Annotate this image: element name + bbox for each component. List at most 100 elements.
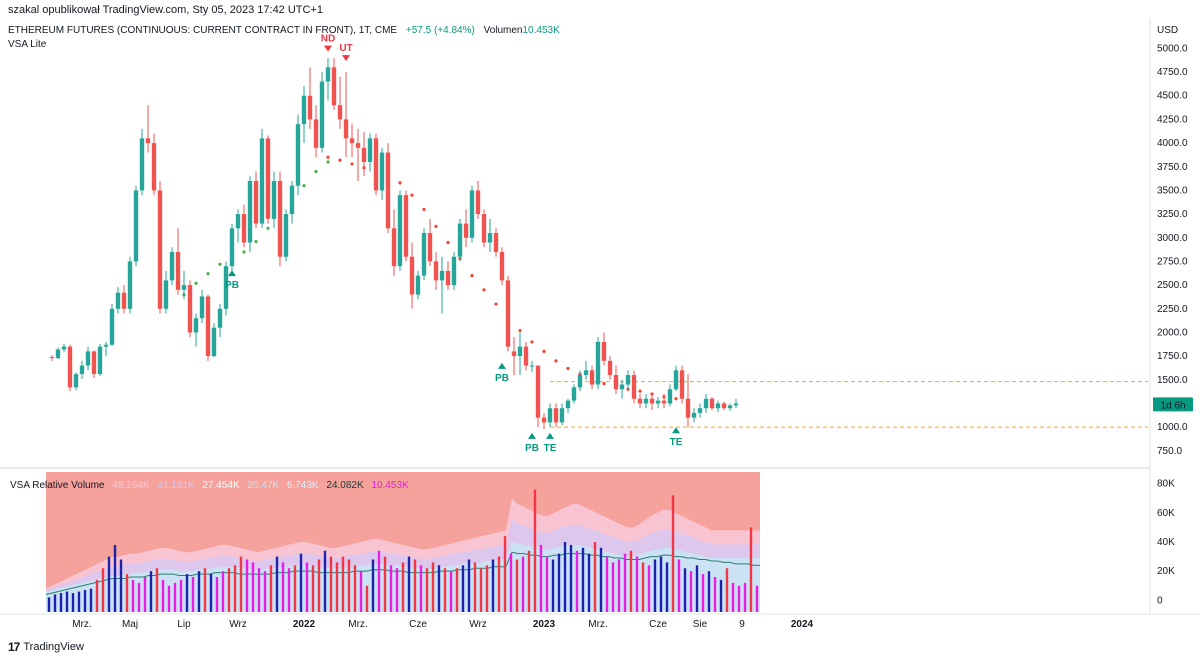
candle-body bbox=[49, 357, 55, 359]
volume-bar bbox=[113, 544, 117, 612]
candle-body bbox=[109, 308, 115, 345]
candle-body bbox=[241, 214, 247, 243]
volume-bar bbox=[377, 550, 381, 612]
volume-bar bbox=[641, 562, 645, 612]
volume-axis-tick: 40K bbox=[1157, 537, 1175, 548]
candle-body bbox=[439, 270, 445, 281]
volume-bar bbox=[359, 571, 363, 612]
signal-down-arrow-icon bbox=[342, 55, 350, 62]
candle-body bbox=[649, 398, 655, 404]
price-axis-tick: 4250.0 bbox=[1157, 114, 1188, 125]
price-axis-tick: 2500.0 bbox=[1157, 280, 1188, 291]
volume-bar bbox=[143, 577, 147, 612]
candle-body bbox=[97, 346, 103, 375]
volume-bar bbox=[419, 565, 423, 612]
candle-body bbox=[541, 417, 547, 423]
candle-body bbox=[445, 270, 451, 286]
time-axis-tick: 9 bbox=[739, 619, 745, 630]
vsa-value-3: 27.454K bbox=[202, 480, 240, 491]
volume-bar bbox=[263, 571, 267, 612]
volume-bar bbox=[191, 577, 195, 612]
volume-bar bbox=[731, 582, 735, 612]
vsa-value-1: 48.164K bbox=[112, 480, 150, 491]
vsa-value-2: 41.181K bbox=[157, 480, 195, 491]
candle-body bbox=[613, 375, 619, 390]
candle-body bbox=[721, 403, 727, 409]
volume-bar bbox=[233, 565, 237, 612]
candle-body bbox=[217, 308, 223, 328]
candle-body bbox=[391, 228, 397, 267]
indicator-label[interactable]: VSA Lite bbox=[8, 39, 47, 50]
candle-body bbox=[691, 412, 697, 418]
candle-body bbox=[625, 375, 631, 385]
candle-body bbox=[61, 346, 67, 350]
trail-dot-red bbox=[482, 288, 486, 292]
price-change: +57.5 (+4.84%) bbox=[405, 25, 475, 36]
volume-bar bbox=[203, 568, 207, 612]
candle-body bbox=[679, 370, 685, 399]
candle-body bbox=[379, 152, 385, 191]
volume-bar bbox=[743, 582, 747, 612]
volume-bar bbox=[251, 562, 255, 612]
candle-body bbox=[595, 341, 601, 385]
candle-body bbox=[163, 280, 169, 309]
candle-body bbox=[283, 214, 289, 257]
volume-axis-tick: 80K bbox=[1157, 479, 1175, 490]
brand-name[interactable]: TradingView bbox=[23, 641, 84, 653]
volume-bar bbox=[125, 574, 129, 612]
volume-bar bbox=[209, 574, 213, 612]
candle-body bbox=[421, 233, 427, 276]
candle-body bbox=[481, 214, 487, 243]
candle-body bbox=[385, 152, 391, 229]
volume-bar bbox=[245, 559, 249, 612]
candle-body bbox=[565, 400, 571, 409]
volume-bar bbox=[365, 585, 369, 612]
volume-bar bbox=[401, 562, 405, 612]
candle-body bbox=[289, 185, 295, 215]
volume-bar bbox=[383, 556, 387, 612]
trail-dot-red bbox=[422, 207, 426, 211]
candle-body bbox=[253, 180, 259, 224]
vsa-title[interactable]: VSA Relative Volume bbox=[10, 480, 105, 491]
candle-body bbox=[103, 344, 109, 347]
trail-dot-red bbox=[398, 181, 402, 185]
time-axis-tick: Mrz. bbox=[348, 619, 367, 630]
candle-body bbox=[91, 351, 97, 375]
candle-body bbox=[229, 228, 235, 267]
candle-body bbox=[505, 280, 511, 347]
volume-bar bbox=[683, 568, 687, 612]
tradingview-logo-icon[interactable]: 17 bbox=[8, 640, 20, 654]
candle-body bbox=[529, 365, 535, 367]
volume-bar bbox=[707, 571, 711, 612]
candle-body bbox=[523, 346, 529, 366]
candle-body bbox=[361, 147, 367, 163]
volume-bar bbox=[161, 579, 165, 612]
candle-body bbox=[547, 408, 553, 423]
candle-body bbox=[187, 285, 193, 333]
volume-bar bbox=[449, 571, 453, 612]
signal-up-arrow-icon bbox=[672, 427, 680, 434]
time-axis-tick: Maj bbox=[122, 619, 138, 630]
candle-body bbox=[571, 387, 577, 401]
candle-body bbox=[277, 180, 283, 257]
volume-bar bbox=[197, 571, 201, 612]
candle-body bbox=[301, 95, 307, 125]
candle-body bbox=[433, 261, 439, 281]
candle-body bbox=[295, 124, 301, 186]
candle-body bbox=[367, 138, 373, 163]
volume-bar bbox=[737, 585, 741, 612]
volume-bar bbox=[137, 582, 141, 612]
signal-down-arrow-icon bbox=[324, 45, 332, 52]
volume-bar bbox=[539, 544, 543, 612]
trail-dot-green bbox=[266, 226, 270, 230]
candle-body bbox=[145, 138, 151, 144]
volume-bar bbox=[557, 553, 561, 612]
candle-body bbox=[73, 374, 79, 388]
time-axis-tick: Wrz bbox=[229, 619, 247, 630]
candle-body bbox=[637, 398, 643, 404]
volume-bar bbox=[701, 574, 705, 612]
volume-bar bbox=[485, 565, 489, 612]
candle-body bbox=[685, 398, 691, 418]
vsa-value-7: 10.453K bbox=[371, 480, 409, 491]
